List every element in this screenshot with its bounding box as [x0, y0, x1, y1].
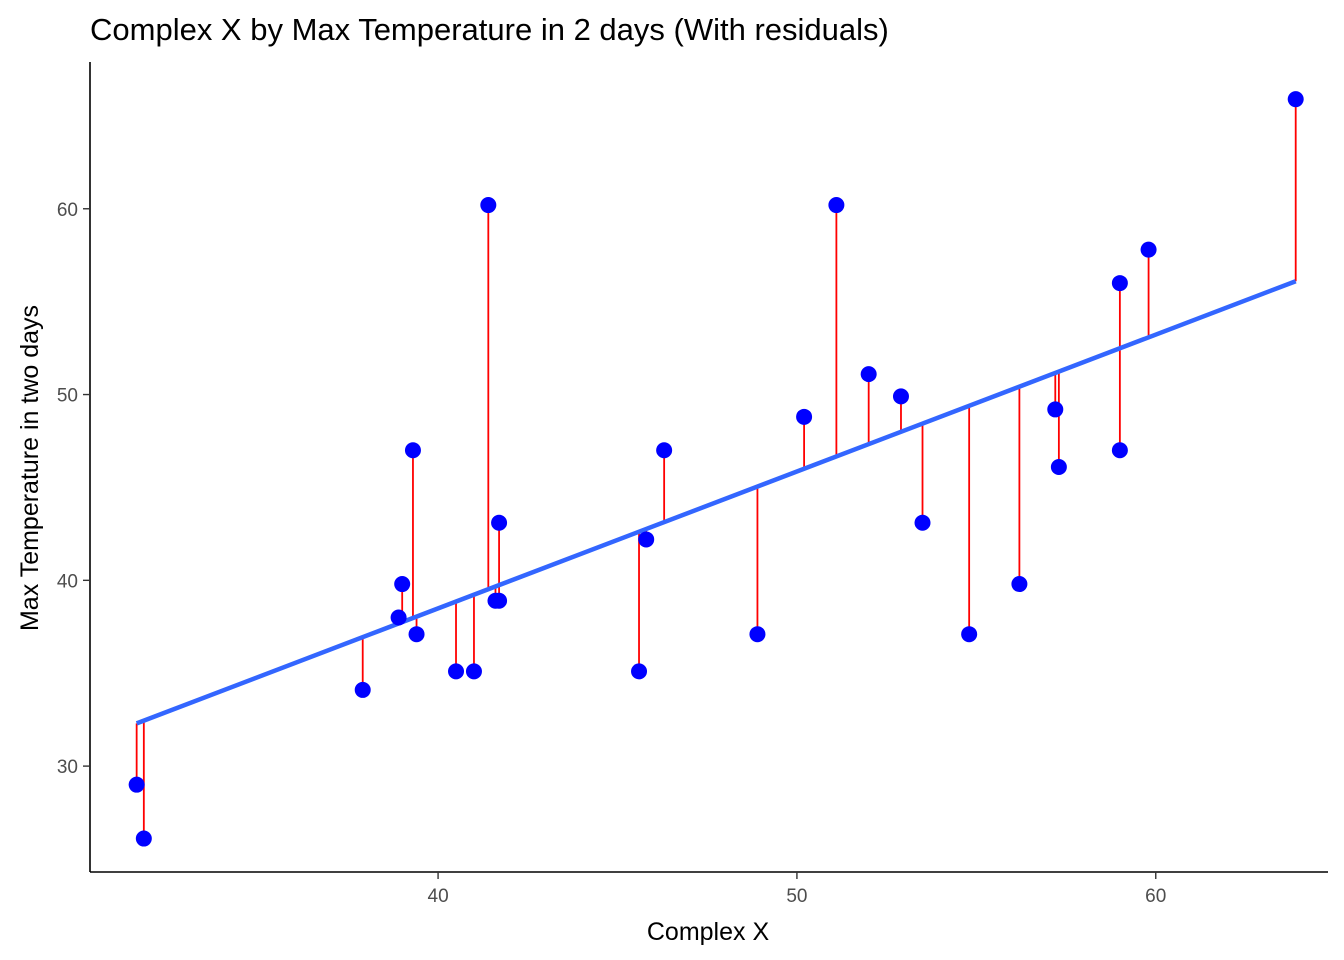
data-point — [491, 514, 508, 531]
data-point — [656, 442, 673, 459]
data-point — [1011, 576, 1028, 593]
data-point — [638, 531, 655, 548]
data-point — [135, 830, 152, 847]
x-tick-label: 60 — [1145, 886, 1166, 907]
data-point — [1111, 275, 1128, 292]
points-layer — [128, 91, 1304, 847]
y-tick-label: 30 — [57, 757, 78, 778]
data-point — [796, 408, 813, 425]
data-point — [354, 681, 371, 698]
data-point — [828, 197, 845, 214]
data-point — [480, 197, 497, 214]
data-point — [1111, 442, 1128, 459]
x-axis-title: Complex X — [647, 918, 770, 946]
data-point — [404, 442, 421, 459]
data-point — [128, 776, 145, 793]
data-point — [1047, 401, 1064, 418]
data-point — [860, 366, 877, 383]
ticks-layer: 40 50 60 30 40 50 60 — [57, 200, 1166, 907]
data-point — [465, 663, 482, 680]
x-tick-label: 50 — [786, 886, 807, 907]
regression-line — [135, 279, 1297, 726]
x-tick-label: 40 — [428, 886, 449, 907]
y-tick-label: 60 — [57, 200, 78, 221]
data-point — [1140, 241, 1157, 258]
data-point — [631, 663, 648, 680]
data-point — [390, 609, 407, 626]
data-point — [914, 514, 931, 531]
data-point — [448, 663, 465, 680]
chart-title: Complex X by Max Temperature in 2 days (… — [90, 12, 889, 47]
y-axis-title: Max Temperature in two days — [16, 305, 44, 631]
data-point — [1050, 459, 1067, 475]
data-point — [961, 626, 978, 643]
y-tick-label: 40 — [57, 571, 78, 592]
y-tick-label: 50 — [57, 386, 78, 407]
axes-layer — [89, 62, 1328, 873]
data-point — [749, 626, 766, 643]
data-point — [394, 576, 411, 593]
data-point — [408, 626, 425, 643]
residuals-layer — [135, 99, 1297, 839]
data-point — [1287, 91, 1304, 108]
data-point — [491, 592, 508, 609]
data-point — [892, 388, 909, 405]
fit-layer — [135, 279, 1297, 726]
